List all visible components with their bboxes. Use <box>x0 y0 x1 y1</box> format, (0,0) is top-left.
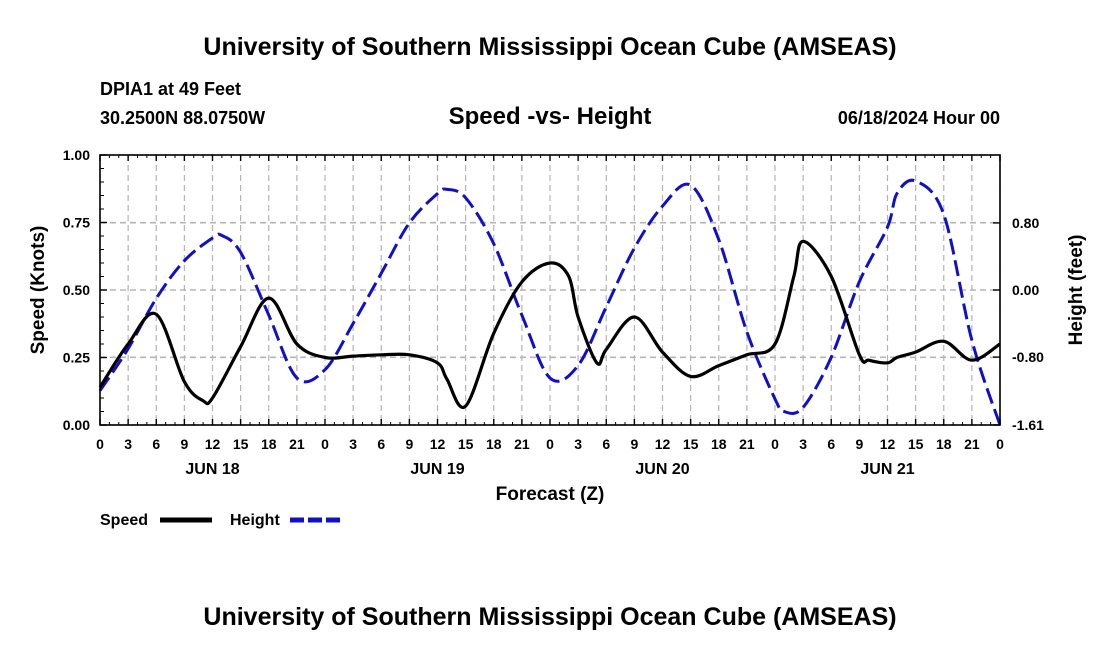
x-tick-label: 9 <box>180 436 188 452</box>
x-tick-label: 12 <box>205 436 221 452</box>
x-tick-label: 3 <box>124 436 132 452</box>
x-tick-label: 21 <box>964 436 980 452</box>
height-series-line <box>98 178 1002 426</box>
chart-title: Speed -vs- Height <box>449 103 652 130</box>
x-tick-label: 18 <box>711 436 727 452</box>
x-tick-label: 3 <box>349 436 357 452</box>
day-label: JUN 21 <box>860 461 914 478</box>
x-tick-label: 6 <box>377 436 385 452</box>
x-tick-label: 15 <box>458 436 474 452</box>
speed-series-line <box>98 239 1001 410</box>
x-tick-label: 6 <box>827 436 835 452</box>
x-tick-label: 21 <box>514 436 530 452</box>
y2-tick-label: 0.80 <box>1012 215 1039 231</box>
grid-lines <box>99 154 1001 426</box>
legend: Speed Height <box>100 512 342 529</box>
x-tick-label: 9 <box>855 436 863 452</box>
day-label: JUN 20 <box>635 461 689 478</box>
y-axis-label: Speed (Knots) <box>28 226 49 355</box>
x-axis-label: Forecast (Z) <box>496 484 605 505</box>
x-tick-label: 21 <box>289 436 305 452</box>
x-tick-label: 0 <box>96 436 104 452</box>
y-tick-label: 0.75 <box>63 215 90 231</box>
x-tick-label: 21 <box>739 436 755 452</box>
x-tick-label: 12 <box>430 436 446 452</box>
forecast-time-label: 06/18/2024 Hour 00 <box>838 108 1000 128</box>
main-title: University of Southern Mississippi Ocean… <box>203 33 896 61</box>
x-tick-label: 0 <box>996 436 1004 452</box>
x-tick-label: 15 <box>908 436 924 452</box>
axis-ticks: 0 3 6 9 12 15 18 21 0 3 6 9 12 15 18 21 0 3 6 9 12 15 18 21 0 3 6 9… <box>63 147 1044 478</box>
location-label: 30.2500N 88.0750W <box>100 108 265 128</box>
y2-tick-label: -1.61 <box>1012 417 1044 433</box>
y-tick-label: 1.00 <box>63 147 90 163</box>
series-layer <box>98 178 1002 426</box>
x-tick-label: 6 <box>152 436 160 452</box>
legend-speed-label: Speed <box>100 512 148 529</box>
x-tick-label: 15 <box>683 436 699 452</box>
day-label: JUN 18 <box>185 461 239 478</box>
x-tick-label: 9 <box>405 436 413 452</box>
y-tick-label: 0.00 <box>63 417 90 433</box>
y2-axis-label: Height (feet) <box>1066 235 1087 346</box>
x-tick-label: 3 <box>574 436 582 452</box>
y2-tick-label: -0.80 <box>1012 349 1044 365</box>
y2-tick-label: 0.00 <box>1012 282 1039 298</box>
x-tick-label: 3 <box>799 436 807 452</box>
footer-title: University of Southern Mississippi Ocean… <box>203 603 896 631</box>
x-tick-label: 0 <box>771 436 779 452</box>
day-label: JUN 19 <box>410 461 464 478</box>
x-tick-label: 18 <box>936 436 952 452</box>
x-tick-label: 9 <box>630 436 638 452</box>
x-tick-label: 12 <box>655 436 671 452</box>
legend-height-label: Height <box>230 512 280 529</box>
x-tick-label: 15 <box>233 436 249 452</box>
station-label: DPIA1 at 49 Feet <box>100 79 241 99</box>
x-tick-label: 18 <box>261 436 277 452</box>
x-tick-label: 0 <box>321 436 329 452</box>
y-tick-label: 0.50 <box>63 282 90 298</box>
x-tick-label: 12 <box>880 436 896 452</box>
y-tick-label: 0.25 <box>63 350 90 366</box>
x-tick-label: 6 <box>602 436 610 452</box>
x-tick-label: 18 <box>486 436 502 452</box>
x-tick-label: 0 <box>546 436 554 452</box>
